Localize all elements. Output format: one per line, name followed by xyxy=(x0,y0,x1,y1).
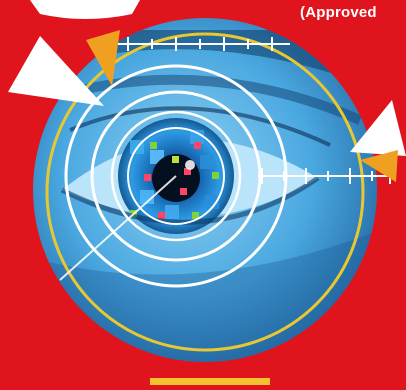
top-wedge-icon xyxy=(86,30,120,86)
outer-ring xyxy=(45,32,365,352)
right-wedge-icon xyxy=(360,150,398,182)
right-ruler xyxy=(258,168,392,184)
top-ruler xyxy=(118,37,290,51)
bottom-yellow-strip xyxy=(150,378,270,385)
left-pointer-icon xyxy=(8,36,104,106)
banner-shape xyxy=(30,0,140,19)
approved-label: (Approved xyxy=(300,4,377,21)
right-pointer-icon xyxy=(350,100,406,156)
scan-ring-2 xyxy=(110,110,242,242)
scan-ring-1 xyxy=(127,127,225,225)
